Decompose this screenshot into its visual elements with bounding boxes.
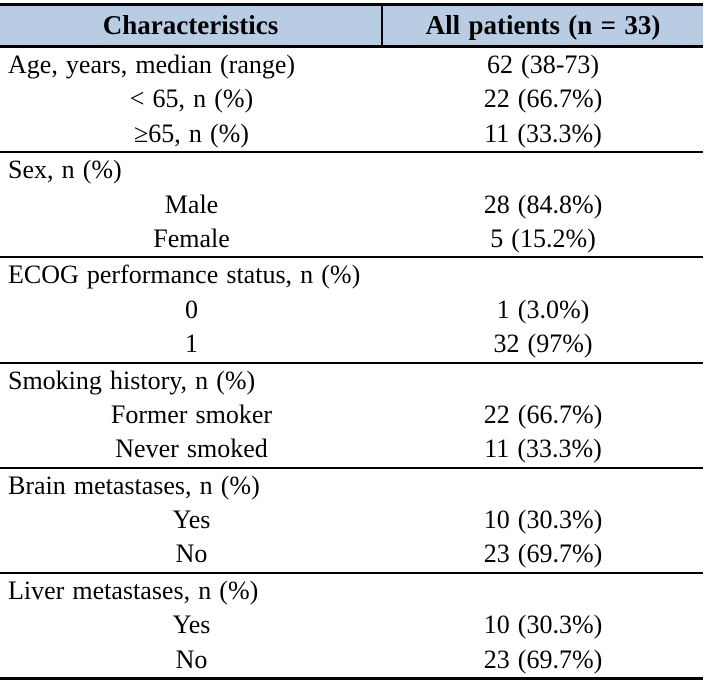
table-row: Yes 10 (30.3%) (0, 503, 703, 537)
row-value: 11 (33.3%) (484, 118, 602, 148)
row-value: 11 (33.3%) (484, 434, 602, 464)
row-label: Smoking history, n (%) (8, 365, 256, 395)
table-row: Sex, n (%) (0, 153, 703, 187)
table-row: < 65, n (%) 22 (66.7%) (0, 82, 703, 116)
row-label: No (175, 644, 208, 674)
table-row: Never smoked 11 (33.3%) (0, 432, 703, 466)
row-label: Female (153, 223, 230, 253)
row-label: 0 (185, 294, 198, 324)
table-row: Brain metastases, n (%) (0, 469, 703, 503)
row-label: Liver metastases, n (%) (8, 575, 259, 605)
row-value: 23 (69.7%) (483, 539, 603, 569)
row-value: 1 (3.0%) (496, 294, 590, 324)
row-value: 10 (30.3%) (483, 610, 603, 640)
section-age: Age, years, median (range) 62 (38-73) < … (0, 48, 703, 151)
table-row: Male 28 (84.8%) (0, 188, 703, 222)
row-label: Brain metastases, n (%) (8, 470, 260, 500)
table-row: Smoking history, n (%) (0, 364, 703, 398)
header-cell-characteristics: Characteristics (0, 6, 383, 45)
section-brain-metastases: Brain metastases, n (%) Yes 10 (30.3%) N… (0, 466, 703, 572)
row-label: No (175, 539, 208, 569)
row-label: ≥65, n (%) (134, 118, 249, 148)
row-value (383, 364, 703, 398)
row-label: Never smoked (115, 434, 268, 464)
row-label: Former smoker (110, 399, 273, 429)
row-value: 23 (69.7%) (483, 644, 603, 674)
row-label: Sex, n (%) (8, 155, 122, 185)
row-label: < 65, n (%) (129, 84, 254, 114)
row-value: 32 (97%) (493, 329, 593, 359)
table-row: 1 32 (97%) (0, 327, 703, 361)
row-label: 1 (185, 329, 198, 359)
row-label: Yes (172, 610, 211, 640)
table-row: No 23 (69.7%) (0, 537, 703, 571)
row-label: Age, years, median (range) (8, 50, 296, 79)
row-label: ECOG performance status, n (%) (8, 260, 361, 290)
row-value (383, 258, 703, 292)
row-label: Male (164, 189, 219, 219)
row-value: 5 (15.2%) (490, 223, 596, 253)
table-row: No 23 (69.7%) (0, 643, 703, 677)
table-row: ≥65, n (%) 11 (33.3%) (0, 117, 703, 151)
row-value: 62 (38-73) (486, 50, 600, 79)
section-smoking: Smoking history, n (%) Former smoker 22 … (0, 361, 703, 467)
table-row: 0 1 (3.0%) (0, 293, 703, 327)
table-header-row: Characteristics All patients (n = 33) (0, 6, 703, 48)
table-row: Former smoker 22 (66.7%) (0, 398, 703, 432)
row-value (383, 574, 703, 608)
header-cell-all-patients: All patients (n = 33) (425, 10, 661, 40)
row-value: 10 (30.3%) (483, 505, 603, 535)
row-value: 28 (84.8%) (483, 189, 603, 219)
table-row: Yes 10 (30.3%) (0, 608, 703, 642)
row-value (383, 153, 703, 187)
table-row: Female 5 (15.2%) (0, 222, 703, 256)
table-row: ECOG performance status, n (%) (0, 258, 703, 292)
row-value (383, 469, 703, 503)
row-value: 22 (66.7%) (483, 84, 603, 114)
row-value: 22 (66.7%) (483, 399, 603, 429)
section-ecog: ECOG performance status, n (%) 0 1 (3.0%… (0, 256, 703, 361)
table-row: Age, years, median (range) 62 (38-73) (0, 48, 703, 82)
patient-characteristics-table: Characteristics All patients (n = 33) Ag… (0, 3, 703, 681)
table-row: Liver metastases, n (%) (0, 574, 703, 608)
section-liver-metastases: Liver metastases, n (%) Yes 10 (30.3%) N… (0, 571, 703, 677)
row-label: Yes (172, 505, 211, 535)
section-sex: Sex, n (%) Male 28 (84.8%) Female 5 (15.… (0, 151, 703, 256)
